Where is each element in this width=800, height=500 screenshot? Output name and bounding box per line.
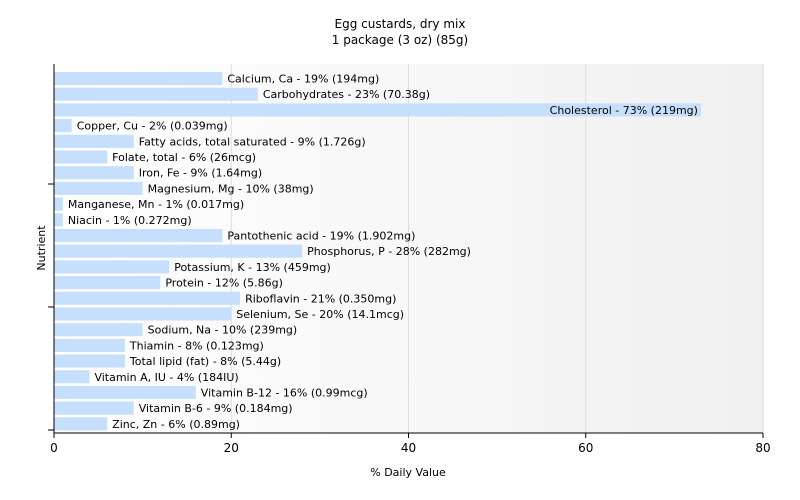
bar [54, 401, 134, 415]
bar [54, 276, 161, 290]
bar-label: Cholesterol - 73% (219mg) [550, 104, 698, 117]
bar-label: Folate, total - 6% (26mcg) [112, 151, 256, 164]
bar [54, 307, 232, 321]
bar [54, 119, 72, 133]
bar [54, 181, 143, 195]
bar-label: Phosphorus, P - 28% (282mg) [307, 245, 471, 258]
bar [54, 166, 134, 180]
bar [54, 134, 134, 148]
bar-label: Fatty acids, total saturated - 9% (1.726… [139, 135, 366, 148]
bar [54, 103, 701, 117]
bar-label: Thiamin - 8% (0.123mg) [129, 339, 264, 352]
bar-label: Manganese, Mn - 1% (0.017mg) [68, 198, 244, 211]
bar [54, 354, 125, 368]
bar-label: Vitamin B-12 - 16% (0.99mcg) [201, 386, 368, 399]
bar [54, 228, 223, 243]
bar [54, 291, 241, 305]
axes: 0 20 40 60 80 [48, 64, 771, 455]
bar-label: Zinc, Zn - 6% (0.89mg) [112, 418, 240, 431]
bar-label: Selenium, Se - 20% (14.1mcg) [236, 308, 404, 321]
chart-subtitle: 1 package (3 oz) (85g) [332, 33, 468, 47]
bar-label: Total lipid (fat) - 8% (5.44g) [129, 355, 281, 368]
bar-label: Iron, Fe - 9% (1.64mg) [139, 167, 262, 180]
bar [54, 260, 170, 274]
bar-labels: Calcium, Ca - 19% (194mg) Carbohydrates -… [68, 73, 698, 431]
bar-label: Niacin - 1% (0.272mg) [68, 214, 192, 227]
chart-title: Egg custards, dry mix [335, 17, 466, 31]
bar-label: Protein - 12% (5.86g) [165, 277, 283, 290]
x-tick-label: 60 [578, 441, 593, 455]
bar-label: Magnesium, Mg - 10% (38mg) [148, 182, 314, 195]
y-axis-label: Nutrient [35, 225, 48, 271]
x-tick-label: 40 [401, 441, 416, 455]
bar [54, 370, 90, 384]
bar-label: Potassium, K - 13% (459mg) [174, 261, 331, 274]
bar [54, 213, 63, 227]
bar [54, 338, 125, 352]
bar [54, 323, 143, 337]
bar [54, 244, 303, 258]
bar [54, 417, 108, 431]
bar [54, 87, 258, 101]
bar [54, 197, 63, 211]
bar-label: Carbohydrates - 23% (70.38g) [263, 88, 430, 101]
bar [54, 72, 223, 86]
x-tick-label: 20 [224, 441, 239, 455]
bar-label: Riboflavin - 21% (0.350mg) [245, 292, 396, 305]
bar [54, 385, 196, 400]
bar-label: Vitamin A, IU - 4% (184IU) [94, 371, 238, 384]
bar [54, 150, 108, 164]
bar-label: Pantothenic acid - 19% (1.902mg) [227, 230, 415, 243]
bars [54, 72, 701, 431]
x-axis-label: % Daily Value [370, 466, 446, 479]
bar-label: Vitamin B-6 - 9% (0.184mg) [139, 402, 293, 415]
grid [230, 64, 764, 433]
x-tick-label: 80 [755, 441, 770, 455]
x-tick-label: 0 [50, 441, 58, 455]
bar-label: Copper, Cu - 2% (0.039mg) [77, 120, 228, 133]
bar-label: Calcium, Ca - 19% (194mg) [227, 73, 379, 86]
bar-label: Sodium, Na - 10% (239mg) [148, 324, 298, 337]
